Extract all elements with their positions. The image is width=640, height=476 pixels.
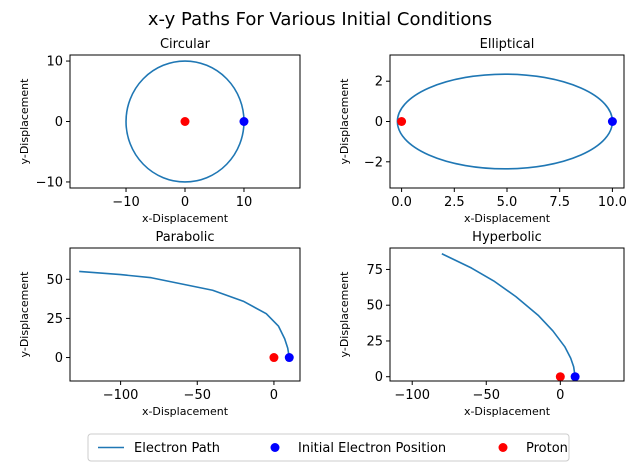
y-tick-label: 50 xyxy=(46,273,63,288)
proton-marker xyxy=(555,372,565,382)
legend-box xyxy=(87,433,570,462)
y-tick-label: 2 xyxy=(375,75,383,90)
y-tick-label: 25 xyxy=(366,334,383,349)
proton-marker xyxy=(180,117,190,126)
y-tick-label: 0 xyxy=(375,115,383,130)
subplot-1: −10 0 10 −10 0 10 Circular x-Displacement y-Disp… xyxy=(18,37,301,225)
x-tick-label: 0 xyxy=(181,195,189,210)
electron-path xyxy=(396,73,614,170)
electron-start-marker xyxy=(607,117,617,126)
y-axis-label: y-Displacement xyxy=(18,78,31,165)
legend-entry-label: Electron Path xyxy=(134,441,220,456)
y-tick-label: −10 xyxy=(36,175,63,190)
y-tick-label: 10 xyxy=(46,55,63,70)
subplot-title: Hyperbolic xyxy=(472,230,542,245)
x-axis-label: x-Displacement xyxy=(464,405,551,418)
x-axis-label: x-Displacement xyxy=(464,212,551,225)
x-tick-label: 10 xyxy=(236,195,253,210)
y-axis-label: y-Displacement xyxy=(338,78,351,165)
y-tick-label: −2 xyxy=(364,155,383,170)
y-tick-label: 0 xyxy=(55,351,63,366)
x-axis-label: x-Displacement xyxy=(142,405,229,418)
x-tick-label: 0 xyxy=(270,388,278,403)
y-tick-label: 75 xyxy=(366,263,383,278)
subplot-title: Parabolic xyxy=(155,230,214,245)
subplot-title: Elliptical xyxy=(480,37,535,52)
electron-path xyxy=(441,252,576,377)
x-tick-label: −100 xyxy=(394,388,430,403)
y-tick-label: 25 xyxy=(46,312,63,327)
x-tick-label: −10 xyxy=(112,195,139,210)
y-tick-label: 50 xyxy=(366,299,383,314)
y-axis-label: y-Displacement xyxy=(18,271,31,358)
electron-start-marker xyxy=(239,117,249,126)
y-axis-label: y-Displacement xyxy=(338,271,351,358)
subplot-4: −100 −50 0 0 25 50 75 Hyperbolic x-Displacement y… xyxy=(338,230,625,418)
legend: Electron Path Initial Electron Position Pr… xyxy=(87,433,570,462)
x-axis-label: x-Displacement xyxy=(142,212,229,225)
x-tick-label: −50 xyxy=(184,388,211,403)
x-tick-label: 2.5 xyxy=(444,195,465,210)
subplot-title: Circular xyxy=(160,37,211,52)
electron-start-marker xyxy=(284,353,294,363)
legend-marker-swatch xyxy=(270,443,280,452)
x-tick-label: −50 xyxy=(473,388,500,403)
x-tick-label: 10.0 xyxy=(598,195,627,210)
y-tick-label: 0 xyxy=(375,370,383,385)
legend-entry-label: Proton xyxy=(526,441,568,456)
subplot-3: −100 −50 0 0 25 50 Parabolic x-Displacement y-Di… xyxy=(18,230,301,418)
x-tick-label: 7.5 xyxy=(549,195,570,210)
legend-entry-label: Initial Electron Position xyxy=(298,441,446,456)
electron-start-marker xyxy=(570,372,580,382)
figure-title: x-y Paths For Various Initial Conditions xyxy=(148,9,492,30)
x-tick-label: 0 xyxy=(556,388,564,403)
x-tick-label: 0.0 xyxy=(391,195,412,210)
electron-path xyxy=(79,270,291,358)
legend-marker-swatch xyxy=(498,443,508,452)
x-tick-label: 5.0 xyxy=(497,195,518,210)
axes-frame xyxy=(69,247,301,382)
subplot-2: 0.0 2.5 5.0 7.5 10.0 −2 0 2 Elliptical x-Displace… xyxy=(338,37,627,225)
axes-frame xyxy=(389,247,625,382)
proton-marker xyxy=(397,117,407,126)
subplot-grid: −10 0 10−10010Circularx-Displacementy-Disp… xyxy=(18,37,627,418)
x-tick-label: −100 xyxy=(103,388,139,403)
proton-marker xyxy=(269,353,279,363)
y-tick-label: 0 xyxy=(55,115,63,130)
